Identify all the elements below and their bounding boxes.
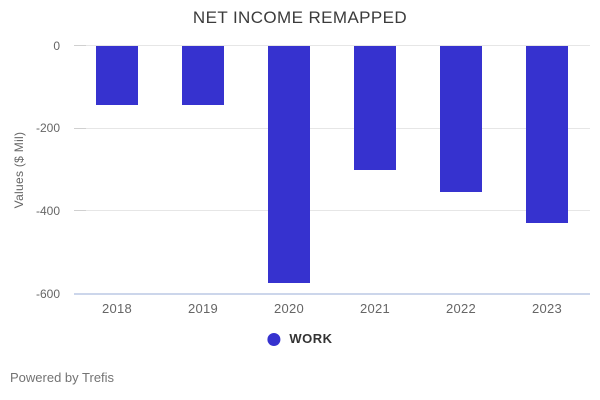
y-tick-label: -400 [35, 203, 60, 218]
y-tick-label: -600 [35, 286, 60, 301]
bar-2018[interactable] [96, 45, 138, 106]
y-gridline [74, 45, 590, 46]
x-tick-label-2022: 2022 [445, 301, 477, 316]
bar-2023[interactable] [526, 45, 568, 224]
x-tick-label-2021: 2021 [359, 301, 391, 316]
bar-2021[interactable] [354, 45, 396, 170]
x-tick-label-2020: 2020 [273, 301, 305, 316]
chart-title: NET INCOME REMAPPED [192, 8, 408, 27]
y-axis-tick [74, 127, 86, 129]
y-gridline [74, 210, 590, 212]
y-tick-label: 0 [53, 38, 60, 53]
bar-2019[interactable] [182, 45, 224, 106]
x-tick-label-2023: 2023 [531, 301, 563, 316]
y-axis-tick [74, 45, 86, 46]
y-axis-tick [74, 210, 86, 212]
x-tick-label-2018: 2018 [101, 301, 133, 316]
x-tick-label-2019: 2019 [187, 301, 219, 316]
y-tick-label: -200 [35, 121, 60, 136]
legend-label: WORK [289, 331, 333, 346]
powered-by-trefis: Powered by Trefis [10, 370, 115, 385]
y-gridline [74, 127, 590, 129]
legend-item-work[interactable]: WORK [267, 332, 332, 346]
x-axis-line [74, 292, 590, 295]
bar-2022[interactable] [440, 45, 482, 193]
legend-marker-icon [267, 332, 281, 346]
bar-2020[interactable] [268, 45, 310, 284]
